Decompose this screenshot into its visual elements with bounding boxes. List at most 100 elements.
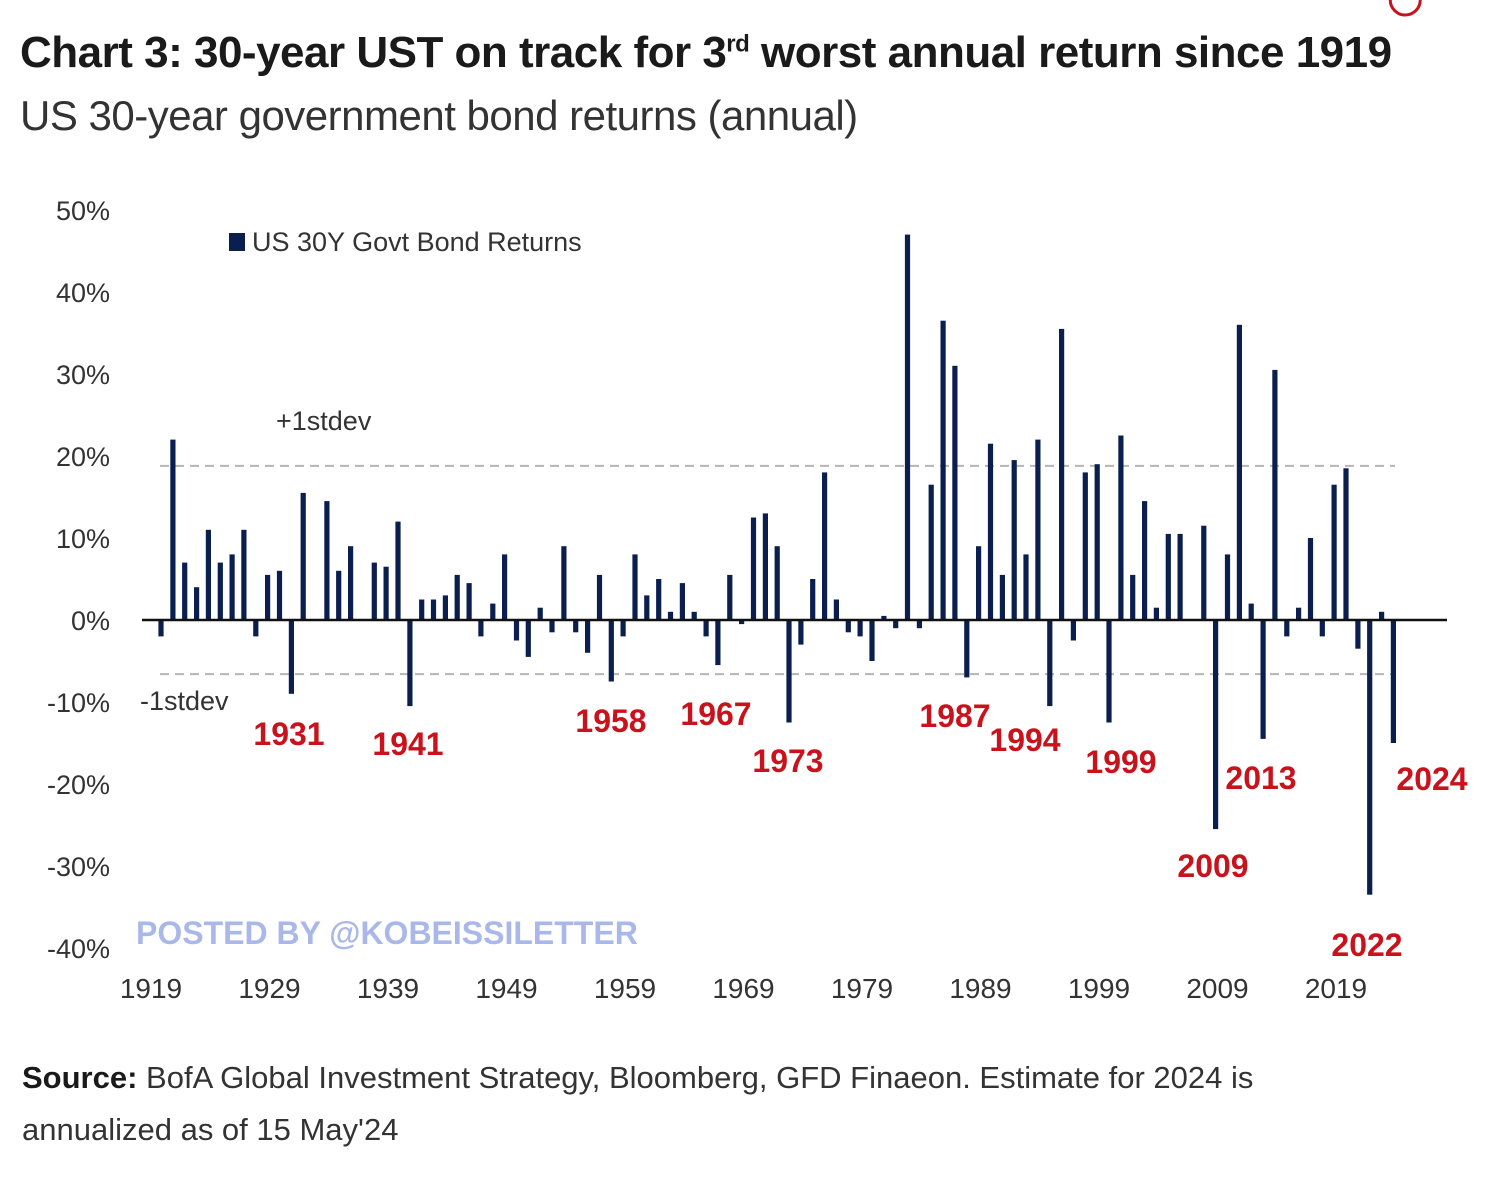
bar-1993 [1035, 439, 1041, 620]
bar-1949 [513, 620, 520, 641]
bar-2014 [1284, 620, 1290, 637]
annotation-2013: 2013 [1225, 760, 1296, 796]
bar-1966 [715, 620, 721, 666]
bar-1927 [253, 620, 259, 637]
bar-1934 [336, 570, 342, 620]
title-superscript: rd [726, 30, 750, 58]
y-tick-label: -20% [47, 770, 110, 800]
bar-2001 [1130, 574, 1136, 620]
bar-1929 [276, 570, 283, 620]
bar-1956 [596, 574, 603, 620]
source-label: Source: [22, 1060, 138, 1095]
bar-2019 [1343, 468, 1349, 620]
bar-1972 [786, 620, 792, 723]
x-tick-label: 1979 [831, 973, 893, 1004]
bar-2018 [1331, 484, 1337, 620]
bar-1938 [383, 566, 389, 620]
bar-1999 [1106, 620, 1112, 723]
bar-1941 [419, 599, 425, 620]
y-tick-label: 0% [71, 606, 110, 636]
minus-stdev-label: -1stdev [140, 686, 229, 716]
annotation-1994: 1994 [989, 722, 1060, 758]
annotation-1967: 1967 [680, 696, 751, 732]
bar-1955 [585, 620, 591, 653]
bar-1923 [205, 529, 211, 620]
y-tick-label: -40% [47, 934, 110, 964]
x-tick-label: 1929 [238, 973, 300, 1004]
bar-2009 [1224, 554, 1231, 620]
title-suffix: worst annual return since 1919 [749, 28, 1392, 77]
bar-1998 [1094, 464, 1100, 620]
title-prefix: Chart 3: 30-year UST on track for 3 [20, 28, 727, 77]
bar-1968 [739, 620, 745, 625]
y-tick-label: 40% [56, 278, 110, 308]
watermark-text: POSTED BY @KOBEISSILETTER [136, 915, 638, 951]
chart-title: Chart 3: 30-year UST on track for 3rd wo… [20, 28, 1392, 78]
bar-1963 [679, 583, 685, 620]
bar-1948 [502, 554, 508, 620]
bar-1931 [300, 492, 306, 620]
bar-1975 [822, 472, 828, 620]
annotation-1958: 1958 [575, 703, 646, 739]
bar-1939 [395, 521, 401, 620]
bar-1952 [549, 620, 555, 633]
bar-1988 [976, 546, 982, 620]
bar-1928 [265, 574, 271, 620]
chart-subtitle: US 30-year government bond returns (annu… [20, 92, 858, 139]
bar-1950 [525, 620, 531, 657]
bar-1978 [857, 620, 863, 637]
bar-2017 [1319, 620, 1325, 637]
bar-1977 [845, 620, 851, 633]
y-tick-label: 10% [56, 524, 110, 554]
source-note: Source: BofA Global Investment Strategy,… [22, 1052, 1402, 1156]
bar-1974 [810, 579, 816, 620]
x-tick-label: 1969 [712, 973, 774, 1004]
bar-1919 [158, 620, 164, 637]
annotation-2022: 2022 [1331, 927, 1402, 963]
bar-1957 [608, 620, 614, 682]
annotation-1987: 1987 [919, 698, 990, 734]
annotation-2009: 2009 [1177, 848, 1248, 884]
bar-2000 [1118, 435, 1124, 620]
bar-1958 [620, 620, 626, 637]
annotation-1941: 1941 [372, 726, 443, 762]
y-tick-label: -10% [47, 688, 110, 718]
bar-1969 [750, 517, 757, 620]
bar-2005 [1177, 533, 1183, 620]
bar-1989 [987, 443, 994, 620]
bar-1930 [288, 620, 294, 694]
bar-1942 [430, 599, 437, 620]
bar-1945 [466, 583, 472, 620]
bar-1981 [893, 620, 899, 629]
bar-1926 [241, 529, 247, 620]
x-tick-label: 1919 [120, 973, 182, 1004]
bar-2013 [1272, 369, 1278, 620]
bar-1992 [1023, 554, 1029, 620]
y-tick-label: 20% [56, 442, 110, 472]
bar-1943 [442, 595, 448, 620]
bar-1946 [478, 620, 484, 637]
bar-1951 [537, 607, 543, 620]
bar-2023 [1390, 620, 1396, 743]
bar-2012 [1260, 620, 1266, 739]
x-tick-label: 1999 [1068, 973, 1130, 1004]
y-tick-label: 30% [56, 360, 110, 390]
bar-1983 [916, 620, 922, 629]
bar-1979 [869, 620, 875, 661]
y-tick-label: -30% [47, 852, 110, 882]
bar-2002 [1142, 501, 1148, 620]
x-tick-label: 1989 [949, 973, 1011, 1004]
annotation-1931: 1931 [253, 716, 324, 752]
bar-1960 [644, 595, 650, 620]
bar-1967 [727, 574, 733, 620]
bar-1965 [703, 620, 709, 637]
bar-1961 [656, 579, 662, 620]
bar-1935 [348, 546, 354, 620]
bar-2007 [1201, 525, 1207, 620]
annotation-1973: 1973 [752, 743, 823, 779]
x-tick-label: 2009 [1186, 973, 1248, 1004]
source-text: BofA Global Investment Strategy, Bloombe… [22, 1060, 1254, 1147]
legend-label: US 30Y Govt Bond Returns [252, 227, 582, 257]
bar-2016 [1307, 538, 1314, 620]
bar-1973 [798, 620, 804, 645]
